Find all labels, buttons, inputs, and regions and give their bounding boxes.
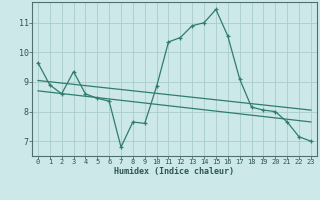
X-axis label: Humidex (Indice chaleur): Humidex (Indice chaleur) (115, 167, 234, 176)
